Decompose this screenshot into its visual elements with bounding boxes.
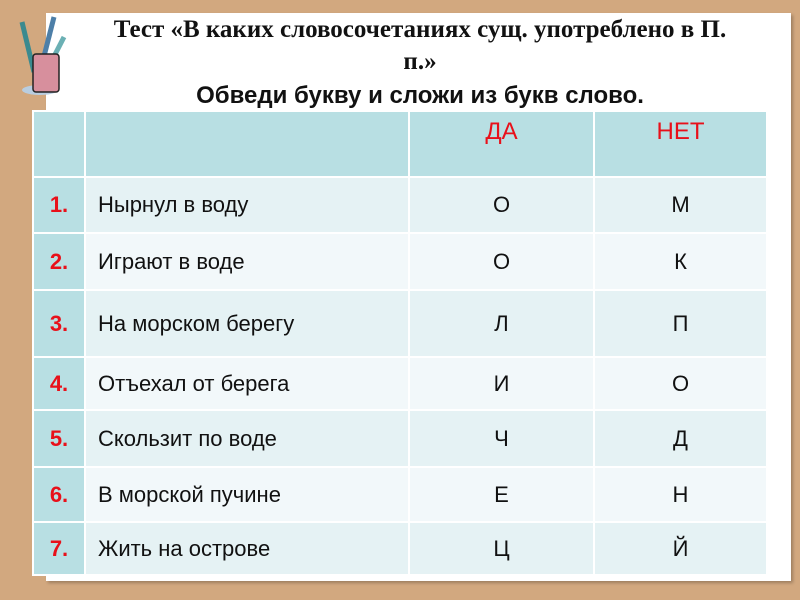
table-row: 7. Жить на острове Ц Й [32, 521, 768, 576]
row-yes-letter[interactable]: И [408, 356, 595, 411]
table-row: 2. Играют в воде О К [32, 232, 768, 291]
table-row: 3. На морском берегу Л П [32, 289, 768, 358]
slide-title: Тест «В каких словосочетаниях сущ. употр… [113, 16, 727, 75]
row-no-letter[interactable]: Д [593, 409, 768, 468]
row-no-letter[interactable]: Й [593, 521, 768, 576]
row-no-letter[interactable]: К [593, 232, 768, 291]
row-yes-letter[interactable]: О [408, 232, 595, 291]
row-no-letter[interactable]: О [593, 356, 768, 411]
header-phrase [84, 110, 410, 178]
row-number[interactable]: 5. [32, 409, 86, 468]
pencil-cup-icon [19, 16, 67, 95]
row-phrase[interactable]: Отъехал от берега [84, 356, 410, 411]
row-phrase[interactable]: Играют в воде [84, 232, 410, 291]
row-number[interactable]: 6. [32, 466, 86, 523]
row-no-letter[interactable]: М [593, 176, 768, 234]
row-no-letter[interactable]: Н [593, 466, 768, 523]
table-row: 5. Скользит по воде Ч Д [32, 409, 768, 468]
row-no-letter[interactable]: П [593, 289, 768, 358]
row-yes-letter[interactable]: Ц [408, 521, 595, 576]
row-phrase[interactable]: Жить на острове [84, 521, 410, 576]
header-yes: ДА [408, 110, 595, 178]
row-yes-letter[interactable]: Ч [408, 409, 595, 468]
row-yes-letter[interactable]: Л [408, 289, 595, 358]
row-phrase[interactable]: На морском берегу [84, 289, 410, 358]
row-number[interactable]: 7. [32, 521, 86, 576]
table-row: 6. В морской пучине Е Н [32, 466, 768, 523]
row-number[interactable]: 3. [32, 289, 86, 358]
row-phrase[interactable]: Нырнул в воду [84, 176, 410, 234]
row-phrase[interactable]: В морской пучине [84, 466, 410, 523]
row-phrase[interactable]: Скользит по воде [84, 409, 410, 468]
row-yes-letter[interactable]: О [408, 176, 595, 234]
table-row: 1. Нырнул в воду О М [32, 176, 768, 234]
slide-subtitle: Обведи букву и сложи из букв слово. [196, 82, 644, 109]
table-row: 4. Отъехал от берега И О [32, 356, 768, 411]
row-number[interactable]: 4. [32, 356, 86, 411]
row-number[interactable]: 2. [32, 232, 86, 291]
header-num [32, 110, 86, 178]
header-no: НЕТ [593, 110, 768, 178]
test-table: ДА НЕТ 1. Нырнул в воду О М 2. Играют в воде О… [32, 110, 768, 576]
row-number[interactable]: 1. [32, 176, 86, 234]
row-yes-letter[interactable]: Е [408, 466, 595, 523]
table-header-row: ДА НЕТ [32, 110, 768, 178]
